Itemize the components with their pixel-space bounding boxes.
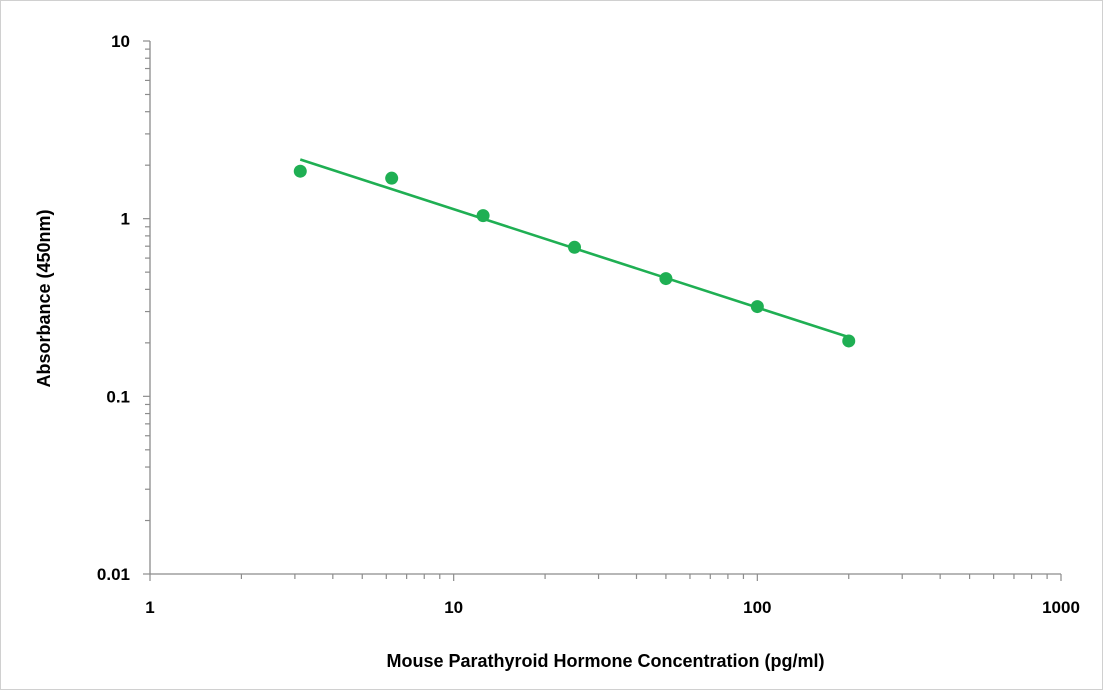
y-tick-label: 10 [111,32,130,51]
data-point [385,171,399,185]
x-axis-title: Mouse Parathyroid Hormone Concentration … [386,651,824,671]
tick-labels: 1 10 100 1000 10 1 0.1 0.01 [97,32,1080,617]
data-point [568,240,582,254]
data-point [842,334,856,348]
y-tick-label: 1 [121,210,130,229]
data-point [476,209,490,223]
points-group [293,164,856,348]
x-tick-label: 1 [145,598,154,617]
ticks [143,40,1062,581]
data-point [293,164,307,178]
data-point [750,300,764,314]
data-point [659,272,673,286]
y-tick-label: 0.1 [106,387,130,406]
x-tick-label: 100 [743,598,771,617]
axes [149,41,1061,575]
y-axis-title: Absorbance (450nm) [34,209,54,387]
x-tick-label: 1000 [1042,598,1080,617]
y-tick-label: 0.01 [97,565,130,584]
x-tick-label: 10 [444,598,463,617]
